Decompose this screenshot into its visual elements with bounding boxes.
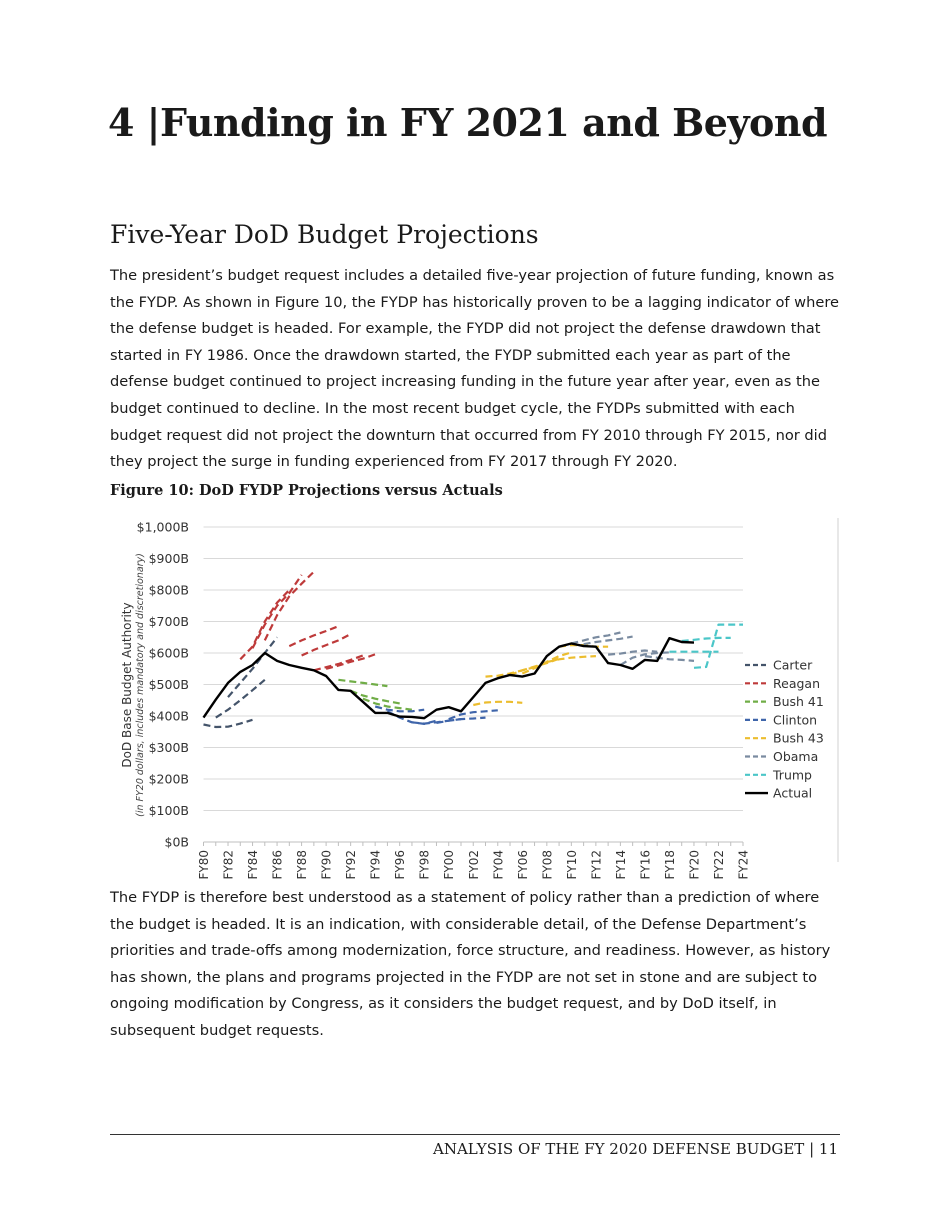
x-tick-label: FY22 — [712, 850, 726, 880]
obama-projection-line — [644, 655, 695, 662]
legend-label: Actual — [773, 786, 812, 801]
x-tick-label: FY14 — [614, 850, 628, 880]
y-tick-label: $1,000B — [137, 520, 189, 535]
clinton-projection-line — [374, 705, 425, 713]
gridlines — [203, 526, 743, 843]
y-axis-ticks: $0B $100B $200B $300B $400B $500B $600B $700B $8… — [137, 520, 189, 850]
reagan-projection-line — [251, 574, 303, 649]
figure-title: Figure 10: DoD FYDP Projections versus A… — [110, 482, 503, 499]
x-tick-label: FY02 — [467, 850, 481, 880]
x-tick-label: FY88 — [295, 850, 309, 880]
x-tick-label: FY90 — [320, 850, 334, 880]
x-tick-label: FY20 — [687, 850, 701, 880]
legend-label: Bush 43 — [773, 731, 824, 746]
x-tick-label: FY16 — [638, 850, 652, 880]
x-tick-label: FY06 — [516, 850, 530, 880]
body-paragraph-2: The FYDP is therefore best understood as… — [110, 889, 831, 1039]
x-axis-ticks: FY80 FY82 FY84 FY86 FY88 FY90 FY92 FY94 FY96 FY98… — [197, 842, 751, 880]
footer-text: ANALYSIS OF THE FY 2020 DEFENSE BUDGET |… — [433, 1140, 838, 1158]
obama-projection-line — [583, 635, 633, 646]
obama-projection-line — [608, 649, 658, 656]
bush-41-projection-line — [338, 678, 388, 688]
trump-projection-line — [693, 623, 743, 669]
clinton-projection-line — [448, 709, 498, 721]
bush-41-projection-line — [350, 689, 400, 705]
carter-projection-line — [203, 718, 253, 729]
x-tick-label: FY08 — [540, 850, 554, 880]
legend-label: Trump — [772, 767, 812, 782]
x-tick-label: FY98 — [418, 850, 432, 880]
reagan-projection-line — [325, 653, 376, 670]
y-axis-label: DoD Base Budget Authority — [120, 602, 134, 767]
obama-projection-line — [619, 651, 670, 666]
y-tick-label: $800B — [149, 583, 189, 598]
x-tick-label: FY24 — [737, 850, 751, 880]
x-tick-label: FY86 — [271, 850, 285, 880]
y-tick-label: $100B — [149, 803, 189, 818]
bush-43-projection-line — [509, 657, 560, 677]
actual-line — [202, 637, 695, 720]
x-tick-label: FY00 — [442, 850, 456, 880]
footer-divider — [110, 1134, 840, 1135]
x-tick-label: FY92 — [344, 850, 358, 880]
fydp-chart: $0B $100B $200B $300B $400B $500B $600B $700B $8… — [120, 518, 839, 880]
trump-projection-line — [681, 636, 731, 643]
legend-label: Bush 41 — [773, 694, 824, 709]
series-lines — [202, 570, 743, 729]
bush-43-projection-line — [473, 700, 523, 707]
y-axis-sublabel: (in FY20 dollars, includes mandatory and… — [135, 553, 146, 817]
y-tick-label: $600B — [149, 646, 189, 661]
reagan-projection-line — [263, 570, 315, 641]
reagan-projection-line — [239, 589, 291, 661]
legend-label: Clinton — [773, 712, 817, 727]
y-tick-label: $700B — [149, 614, 189, 629]
x-tick-label: FY18 — [663, 850, 677, 880]
x-tick-label: FY10 — [565, 850, 579, 880]
body-paragraph-1: The president’s budget request includes … — [110, 267, 839, 471]
chapter-title: 4 |Funding in FY 2021 and Beyond — [108, 100, 828, 145]
y-tick-label: $300B — [149, 740, 189, 755]
x-tick-label: FY12 — [589, 850, 603, 880]
reagan-projection-line — [313, 654, 364, 672]
y-tick-label: $900B — [149, 551, 189, 566]
carter-projection-line — [215, 678, 266, 719]
x-tick-label: FY82 — [222, 850, 236, 880]
legend-label: Reagan — [773, 676, 820, 691]
reagan-projection-line — [301, 633, 352, 657]
y-tick-label: $0B — [165, 835, 189, 850]
bush-41-projection-line — [362, 697, 413, 711]
x-tick-label: FY04 — [491, 850, 505, 880]
y-tick-label: $500B — [149, 677, 189, 692]
carter-projection-line — [227, 636, 278, 698]
x-tick-label: FY96 — [393, 850, 407, 880]
y-tick-label: $200B — [149, 772, 189, 787]
section-title: Five-Year DoD Budget Projections — [110, 220, 539, 249]
obama-projection-line — [571, 631, 621, 645]
reagan-projection-line — [288, 625, 339, 648]
x-tick-label: FY84 — [246, 850, 260, 880]
legend-label: Carter — [773, 658, 813, 673]
x-tick-label: FY80 — [197, 850, 211, 880]
legend: Carter Reagan Bush 41 Clinton Bush 43 Obama Tr… — [745, 658, 824, 801]
bush-43-projection-line — [546, 655, 596, 664]
y-tick-label: $400B — [149, 709, 189, 724]
x-tick-label: FY94 — [369, 850, 383, 880]
bush-43-projection-line — [485, 666, 535, 678]
legend-label: Obama — [773, 749, 818, 764]
clinton-projection-line — [436, 716, 486, 724]
